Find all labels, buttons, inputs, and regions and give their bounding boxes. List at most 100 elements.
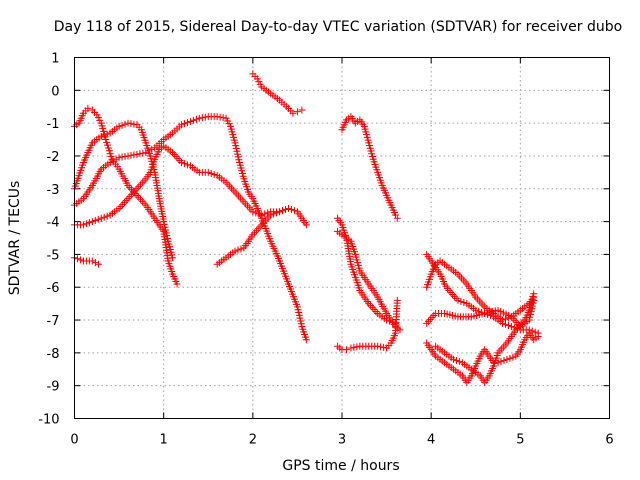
data-point	[287, 206, 295, 214]
data-point	[115, 122, 123, 130]
data-point	[396, 326, 404, 334]
series-track-b	[71, 119, 177, 262]
data-point	[342, 346, 350, 354]
data-point	[279, 207, 287, 215]
series-track-g	[249, 70, 306, 117]
data-point	[85, 219, 93, 227]
data-point	[497, 358, 505, 366]
data-point	[115, 154, 123, 162]
data-point	[124, 152, 132, 160]
data-point	[501, 315, 509, 323]
y-tick-label: -2	[47, 150, 60, 165]
y-tick-label: -10	[38, 413, 59, 428]
series-track-c	[71, 113, 310, 344]
data-point	[455, 358, 463, 366]
data-point	[201, 113, 209, 121]
data-point	[91, 216, 99, 224]
data-point	[449, 355, 457, 363]
data-point	[258, 211, 266, 219]
data-point	[183, 119, 191, 127]
data-point	[189, 116, 197, 124]
data-series	[71, 70, 542, 386]
x-tick-label: 4	[427, 433, 435, 448]
data-point	[237, 245, 245, 253]
data-point	[276, 208, 284, 216]
series-track-k	[334, 296, 401, 354]
data-point	[148, 145, 156, 153]
y-tick-label: -9	[47, 380, 60, 395]
data-point	[509, 353, 517, 361]
y-tick-labels: 1 0 -1 -2 -3 -4 -5 -6 -7 -8 -9 -10	[38, 52, 59, 428]
data-point	[94, 215, 102, 223]
data-point	[84, 104, 92, 112]
data-point	[198, 114, 206, 122]
data-point	[121, 120, 129, 128]
data-point	[186, 117, 194, 125]
data-point	[302, 336, 310, 344]
data-point	[127, 120, 135, 128]
x-tick-label: 5	[516, 433, 524, 448]
y-tick-label: -6	[47, 281, 60, 296]
data-point	[97, 132, 105, 140]
x-tick-labels: 0 1 2 3 4 5 6	[70, 433, 613, 448]
data-point	[145, 147, 153, 155]
data-point	[302, 221, 310, 229]
series-track-m	[423, 257, 538, 324]
x-tick-label: 6	[605, 433, 613, 448]
data-point	[103, 130, 111, 138]
data-point	[106, 159, 114, 167]
x-tick-label: 3	[338, 433, 346, 448]
data-point	[213, 113, 221, 121]
data-point	[452, 357, 460, 365]
data-point	[130, 151, 138, 159]
data-point	[130, 120, 138, 128]
data-point	[500, 357, 508, 365]
data-point	[88, 257, 96, 265]
data-point	[249, 208, 257, 216]
plot-frame	[74, 57, 610, 419]
data-point	[534, 332, 542, 340]
data-point	[169, 254, 177, 262]
data-point	[234, 246, 242, 254]
x-tick-label: 2	[249, 433, 257, 448]
data-point	[73, 255, 81, 263]
data-point	[76, 256, 84, 264]
data-point	[285, 204, 292, 212]
data-point	[112, 155, 120, 163]
data-point	[118, 121, 126, 129]
data-point	[121, 153, 129, 161]
y-tick-label: -3	[47, 183, 60, 198]
data-point	[454, 296, 462, 304]
data-point	[270, 210, 278, 218]
data-point	[103, 212, 111, 220]
data-point	[136, 150, 144, 158]
data-point	[109, 157, 117, 165]
data-point	[347, 344, 355, 352]
data-point	[252, 209, 260, 217]
data-point	[499, 316, 506, 324]
series-track-f	[213, 204, 292, 268]
data-point	[91, 259, 99, 267]
data-point	[282, 206, 290, 214]
data-point	[255, 210, 263, 218]
data-point	[79, 221, 87, 229]
data-point	[460, 299, 468, 307]
data-point	[392, 211, 399, 219]
series-track-o	[423, 329, 542, 386]
series-track-d	[71, 142, 310, 229]
data-point	[374, 342, 382, 350]
data-point	[393, 296, 401, 304]
y-tick-label: -7	[47, 314, 60, 329]
data-point	[457, 297, 465, 305]
data-point	[127, 151, 135, 159]
data-point	[504, 322, 512, 330]
data-point	[97, 214, 105, 222]
x-axis-label: GPS time / hours	[282, 458, 399, 474]
data-point	[95, 260, 103, 268]
data-point	[506, 354, 514, 362]
data-point	[293, 108, 301, 116]
data-point	[124, 119, 132, 127]
series-track-a	[71, 104, 181, 288]
series-track-h	[338, 113, 401, 222]
